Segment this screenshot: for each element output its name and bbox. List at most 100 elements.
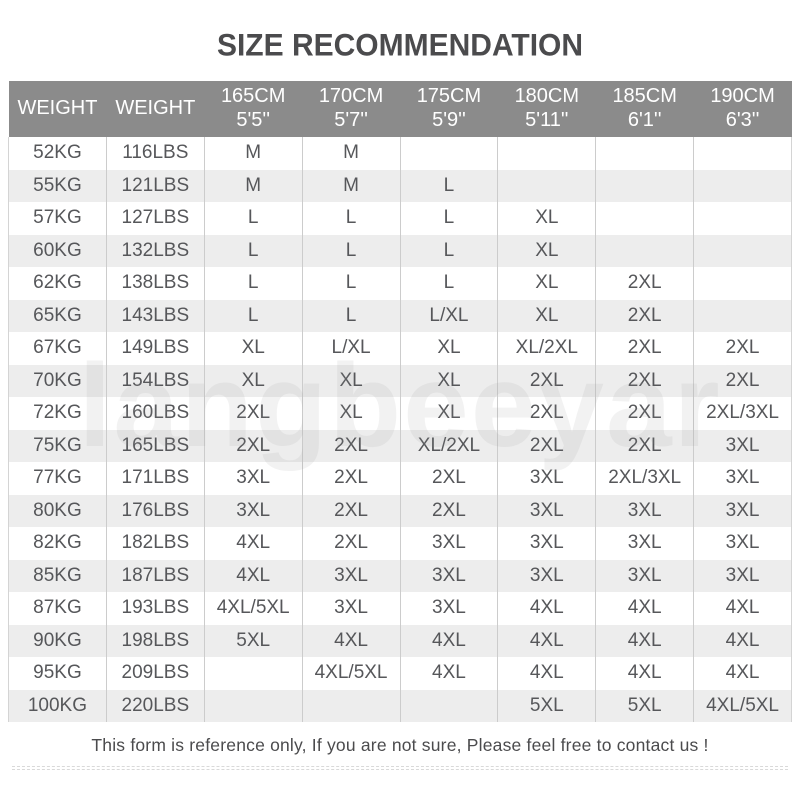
weight-lbs-cell: 209LBS: [105, 657, 205, 690]
table-row: 52KG 116LBS M M: [8, 137, 792, 170]
size-cell: 4XL: [497, 657, 596, 690]
table-row: 62KG 138LBS L L L XL 2XL: [8, 267, 792, 300]
size-cell: 2XL: [203, 429, 303, 462]
size-cell: 4XL: [693, 624, 792, 657]
size-cell: XL: [497, 234, 596, 267]
column-header-180cm: 180CM 5'11'': [497, 81, 596, 137]
size-cell: M: [203, 169, 303, 202]
size-cell: L: [399, 202, 498, 235]
size-cell: 3XL: [203, 462, 303, 495]
weight-lbs-cell: 116LBS: [105, 137, 205, 170]
size-cell: 2XL: [595, 299, 694, 332]
column-header-170cm: 170CM 5'7'': [302, 81, 400, 137]
column-header-weight-lbs: WEIGHT: [106, 81, 205, 137]
weight-lbs-cell: 198LBS: [105, 624, 205, 657]
size-cell: [693, 169, 792, 202]
size-cell: L/XL: [301, 332, 400, 365]
weight-kg-cell: 90KG: [8, 624, 107, 657]
weight-lbs-cell: 187LBS: [105, 559, 205, 592]
size-cell: 3XL: [497, 527, 596, 560]
table-row: 82KG 182LBS 4XL 2XL 3XL 3XL 3XL 3XL: [8, 527, 792, 560]
weight-lbs-cell: 220LBS: [105, 689, 205, 722]
size-cell: 3XL: [301, 559, 400, 592]
size-cell: [693, 234, 792, 267]
weight-kg-cell: 67KG: [8, 332, 107, 365]
column-header-label: WEIGHT: [17, 97, 98, 120]
size-cell: 5XL: [595, 689, 694, 722]
column-header-label: WEIGHT: [115, 97, 196, 120]
size-cell: L: [301, 234, 400, 267]
weight-lbs-cell: 193LBS: [105, 592, 205, 625]
size-cell: XL: [399, 332, 498, 365]
weight-kg-cell: 57KG: [8, 202, 107, 235]
size-cell: 2XL: [301, 429, 400, 462]
size-cell: 3XL: [693, 462, 792, 495]
size-cell: 3XL: [595, 527, 694, 560]
size-cell: 2XL: [497, 397, 596, 430]
size-cell: L: [301, 267, 400, 300]
size-cell: M: [301, 137, 400, 170]
table-row: 95KG 209LBS 4XL/5XL 4XL 4XL 4XL 4XL: [8, 657, 792, 690]
size-cell: 2XL/3XL: [693, 397, 792, 430]
column-header-sublabel: 5'5'': [236, 109, 271, 131]
size-cell: 4XL: [203, 527, 303, 560]
size-cell: 4XL: [301, 624, 400, 657]
weight-lbs-cell: 160LBS: [105, 397, 205, 430]
weight-lbs-cell: 182LBS: [105, 527, 205, 560]
size-cell: 3XL: [693, 527, 792, 560]
weight-lbs-cell: 138LBS: [105, 267, 205, 300]
size-cell: XL/2XL: [399, 429, 498, 462]
column-header-165cm: 165CM 5'5'': [204, 81, 303, 137]
size-cell: 3XL: [497, 462, 596, 495]
size-cell: [595, 202, 694, 235]
table-row: 70KG 154LBS XL XL XL 2XL 2XL 2XL: [8, 364, 792, 397]
size-cell: 4XL/5XL: [301, 657, 400, 690]
size-cell: 4XL/5XL: [203, 592, 303, 625]
weight-kg-cell: 82KG: [8, 527, 107, 560]
column-header-weight-kg: WEIGHT: [8, 81, 107, 137]
page-title: SIZE RECOMMENDATION: [216, 28, 584, 63]
size-cell: L: [399, 234, 498, 267]
size-cell: XL: [497, 202, 596, 235]
dashed-divider: [12, 766, 788, 770]
weight-kg-cell: 87KG: [8, 592, 107, 625]
column-header-sublabel: 5'7'': [334, 109, 368, 131]
size-cell: 5XL: [203, 624, 303, 657]
size-cell: 2XL: [693, 364, 792, 397]
column-header-label: 190CM: [710, 85, 775, 108]
table-row: 55KG 121LBS M M L: [8, 169, 792, 202]
size-cell: 4XL: [693, 592, 792, 625]
size-cell: 3XL: [399, 559, 498, 592]
size-cell: XL: [301, 397, 400, 430]
size-cell: 2XL: [595, 429, 694, 462]
column-header-sublabel: 5'9'': [432, 109, 466, 131]
table-row: 65KG 143LBS L L L/XL XL 2XL: [8, 299, 792, 332]
weight-kg-cell: 77KG: [8, 462, 107, 495]
weight-kg-cell: 62KG: [8, 267, 107, 300]
weight-kg-cell: 65KG: [8, 299, 107, 332]
size-cell: [693, 267, 792, 300]
column-header-sublabel: 5'11'': [525, 109, 569, 131]
size-cell: 2XL: [399, 462, 498, 495]
size-cell: 2XL: [595, 267, 694, 300]
size-cell: L: [203, 267, 303, 300]
column-header-185cm: 185CM 6'1'': [595, 81, 694, 137]
size-cell: 3XL: [399, 592, 498, 625]
size-cell: 4XL: [399, 624, 498, 657]
size-cell: 4XL: [497, 592, 596, 625]
table-row: 90KG 198LBS 5XL 4XL 4XL 4XL 4XL 4XL: [8, 624, 792, 657]
weight-kg-cell: 100KG: [8, 689, 107, 722]
size-cell: [497, 137, 596, 170]
size-cell: [203, 657, 303, 690]
size-cell: 3XL: [301, 592, 400, 625]
size-cell: 4XL: [693, 657, 792, 690]
column-header-sublabel: 6'1'': [627, 109, 662, 131]
size-cell: [693, 299, 792, 332]
size-cell: [399, 689, 498, 722]
size-cell: [497, 169, 596, 202]
size-cell: 2XL/3XL: [595, 462, 694, 495]
size-cell: [595, 234, 694, 267]
weight-kg-cell: 55KG: [8, 169, 107, 202]
size-cell: 2XL: [301, 462, 400, 495]
